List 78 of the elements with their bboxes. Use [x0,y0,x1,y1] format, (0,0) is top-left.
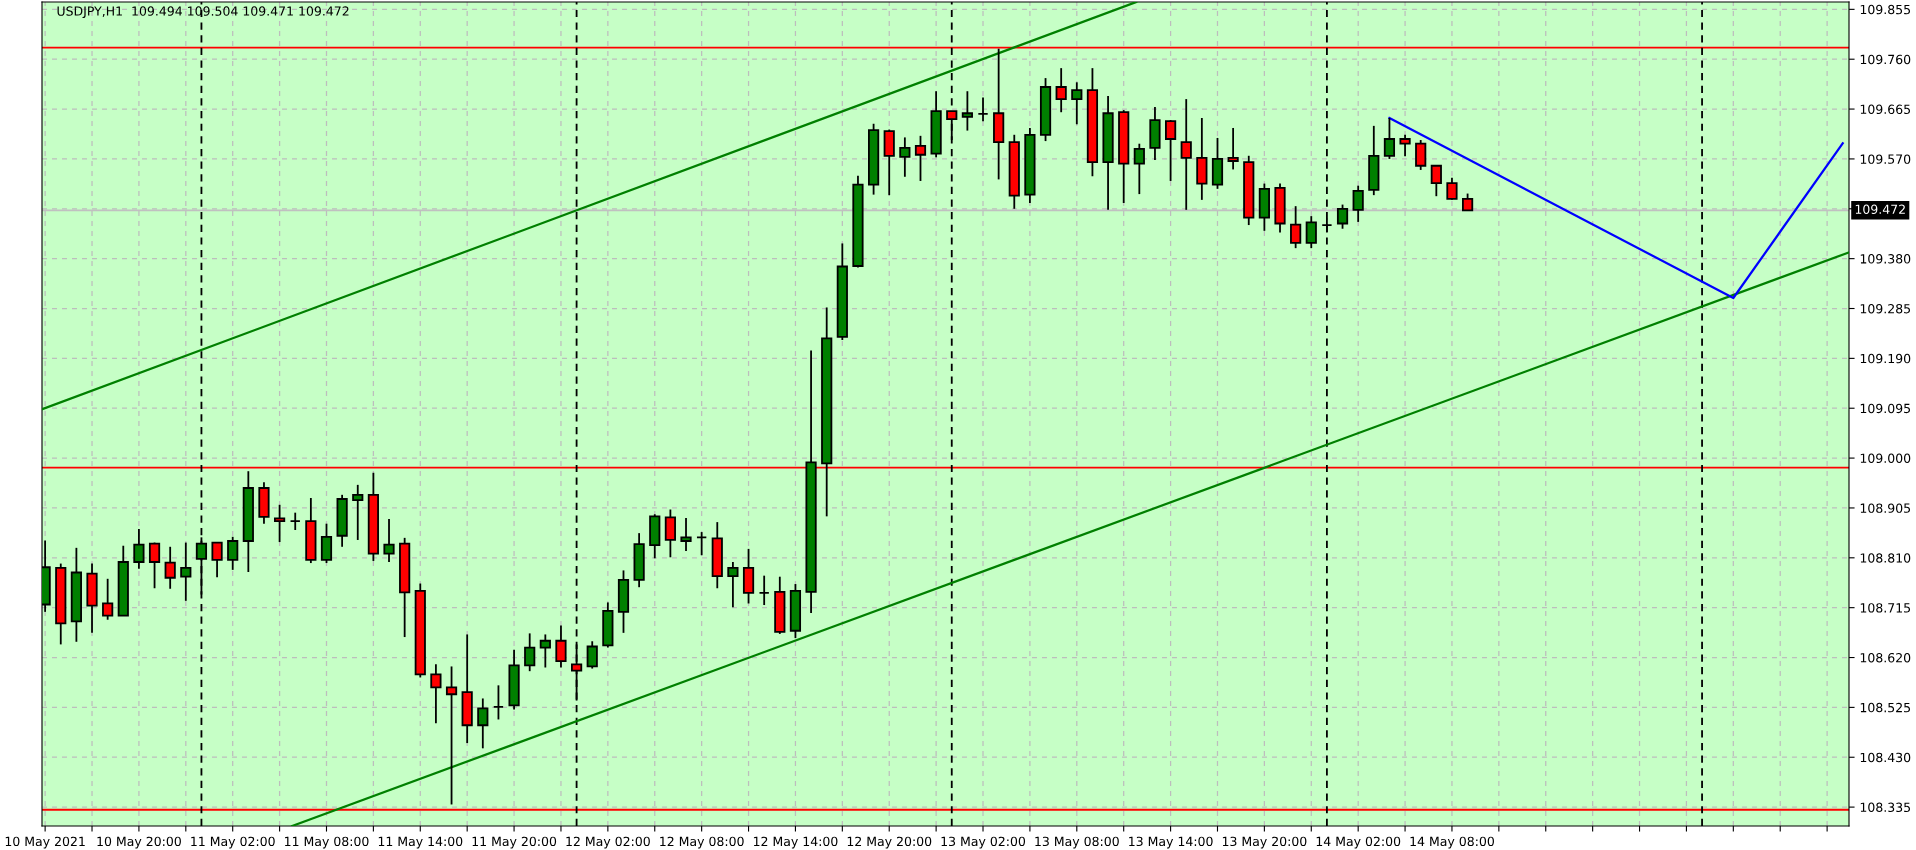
x-tick-label: 11 May 02:00 [191,836,275,849]
candlestick [524,632,536,673]
candlestick [727,561,739,609]
y-tick-label: 108.905 [1860,503,1911,513]
candlestick [1305,215,1317,250]
candlestick [274,503,286,543]
candlestick [180,541,192,602]
candlestick [758,574,770,606]
candlestick [664,508,676,559]
x-tick-label: 13 May 02:00 [941,836,1026,849]
x-tick-label: 10 May 2021 [5,836,85,849]
y-tick-label: 109.760 [1860,54,1911,65]
candlestick [961,90,973,132]
ref-line-label: 109.472 [1855,204,1905,214]
candlestick [1336,203,1349,230]
y-tick-label: 108.525 [1860,702,1911,713]
x-tick-label: 13 May 20:00 [1222,836,1307,849]
candlestick [1071,81,1083,126]
candlestick [1290,205,1302,250]
candlestick [1055,67,1067,114]
y-tick-label: 108.430 [1860,752,1911,763]
candlestick [586,640,598,670]
candlestick [899,136,911,178]
candlestick [1430,164,1442,198]
candlestick [1133,142,1145,195]
candlestick [148,541,161,590]
candlestick [1415,139,1427,171]
candlestick [289,511,301,531]
y-tick-label: 109.665 [1860,104,1911,114]
y-tick-label: 108.335 [1860,802,1911,813]
y-tick-label: 108.810 [1860,553,1911,563]
y-tick-label: 109.380 [1860,254,1911,264]
candlestick [477,697,489,750]
candlestick [492,684,505,721]
candlestick [133,528,145,570]
candlestick [1180,98,1192,211]
x-tick-label: 13 May 14:00 [1129,836,1213,849]
x-tick-label: 14 May 02:00 [1316,836,1401,849]
candlestick [1399,133,1411,158]
y-tick-label: 108.620 [1860,653,1911,663]
x-tick-label: 13 May 08:00 [1035,836,1119,849]
x-tick-label: 14 May 08:00 [1410,836,1494,849]
y-tick-label: 108.715 [1860,603,1911,613]
candlestick [680,517,692,552]
chart-title: USDJPY,H1 109.494 109.504 109.471 109.472 [57,6,349,19]
candlestick [352,483,364,541]
candlestick [164,545,176,590]
x-tick-label: 12 May 08:00 [660,836,744,849]
candlestick [445,665,458,806]
x-tick-label: 11 May 20:00 [472,836,557,849]
candlestick [430,663,442,725]
y-tick-label: 109.190 [1860,353,1911,364]
candlestick [227,535,239,571]
candlestick [555,624,567,669]
candlestick [320,522,333,564]
candlestick [539,633,551,669]
candlestick [1227,127,1239,171]
candlestick [102,577,114,621]
y-tick-label: 109.855 [1860,4,1911,15]
candlestick [383,518,395,563]
x-tick-label: 12 May 02:00 [566,836,650,849]
y-tick-label: 109.285 [1860,303,1911,314]
candlestick [914,134,927,182]
y-tick-label: 109.570 [1860,154,1911,164]
candlestick [1352,184,1364,223]
candlestick [977,96,989,123]
x-tick-label: 12 May 14:00 [753,836,838,849]
x-tick-label: 12 May 20:00 [847,836,932,849]
candlestick [211,541,223,579]
candlestick [1164,119,1177,182]
x-tick-label: 10 May 20:00 [97,836,181,849]
y-tick-label: 109.095 [1860,403,1911,414]
x-tick-label: 11 May 08:00 [285,836,369,849]
candlestick [696,531,708,557]
candlestick [1383,117,1396,160]
candlestick [1446,176,1458,201]
y-tick-label: 109.000 [1860,453,1911,464]
x-tick-label: 11 May 14:00 [378,836,463,849]
